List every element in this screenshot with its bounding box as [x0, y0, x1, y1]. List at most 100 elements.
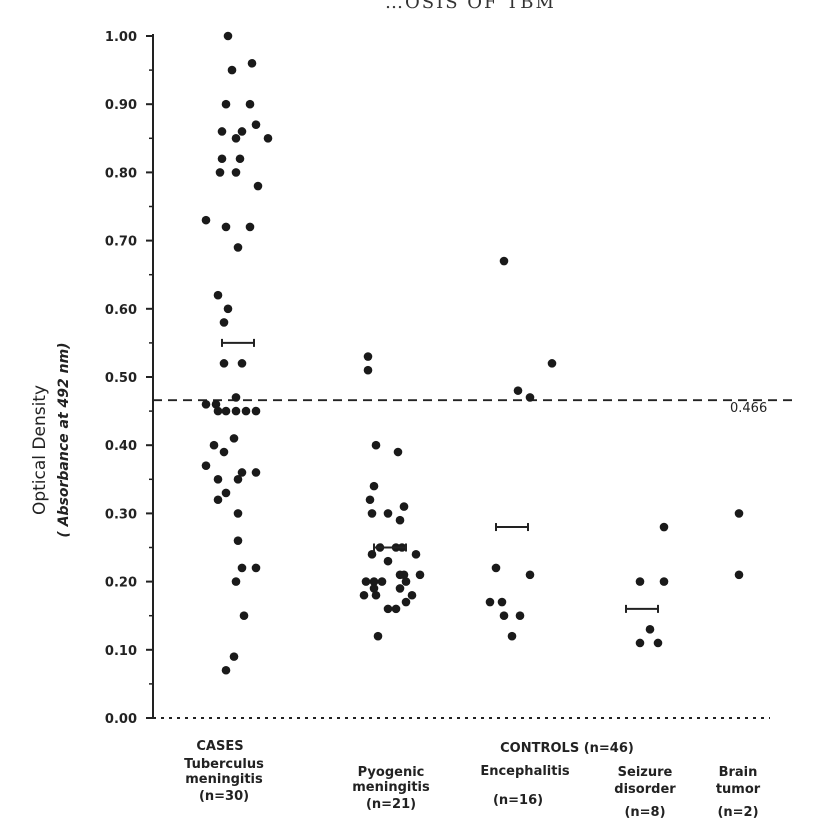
data-point	[525, 393, 535, 402]
y-axis-subtitle: ( Absorbance at 492 nm)	[56, 342, 72, 537]
data-point	[383, 509, 393, 518]
data-point	[485, 597, 495, 607]
data-point	[507, 631, 517, 641]
data-point	[391, 604, 401, 614]
y-tick-label: 0.20	[105, 576, 137, 591]
data-point	[371, 440, 381, 450]
y-tick-label: 0.40	[105, 439, 137, 454]
data-point	[373, 631, 383, 641]
data-point	[659, 522, 669, 532]
data-point	[369, 481, 379, 491]
group-4-name-line2: tumor	[716, 782, 761, 797]
data-point	[223, 31, 233, 41]
data-point	[361, 577, 371, 586]
group-1-name-line2: meningitis	[352, 780, 430, 795]
y-axis-ticks: 0.00 0.10 0.20 0.30 0.40 0.50 0.60 0.70 0.80 0.90…	[105, 30, 153, 727]
group-2-name: Encephalitis	[480, 764, 570, 779]
data-point	[497, 597, 507, 607]
controls-header: CONTROLS (n=46)	[500, 741, 634, 756]
data-point	[237, 468, 247, 477]
data-point	[233, 243, 243, 252]
data-point	[223, 304, 233, 314]
data-point	[251, 468, 261, 477]
data-point	[253, 181, 263, 191]
data-point	[219, 359, 229, 368]
data-point	[231, 393, 241, 402]
group-0-name-line2: meningitis	[185, 772, 263, 787]
data-point	[635, 577, 645, 586]
data-point	[395, 515, 405, 525]
data-point	[399, 570, 409, 580]
data-point	[359, 590, 369, 600]
group-1-name-line1: Pyogenic	[358, 765, 425, 780]
data-point	[369, 577, 379, 586]
data-point	[217, 154, 227, 164]
data-point	[245, 222, 255, 232]
group-3-n: (n=8)	[624, 805, 665, 820]
y-tick-label: 0.10	[105, 644, 137, 659]
data-point	[367, 550, 377, 559]
data-point	[213, 475, 223, 484]
data-point	[241, 406, 251, 416]
data-point	[499, 611, 509, 620]
data-point	[547, 359, 557, 368]
y-tick-label: 0.60	[105, 303, 137, 318]
data-point	[393, 447, 403, 457]
data-point	[227, 65, 237, 75]
y-tick-label: 0.50	[105, 371, 137, 386]
data-point	[239, 611, 249, 620]
data-point	[221, 665, 231, 675]
group-4-name-line1: Brain	[719, 765, 758, 780]
data-point	[233, 536, 243, 545]
group-3-name-line1: Seizure	[618, 765, 673, 780]
y-tick-label: 0.00	[105, 712, 137, 727]
data-point	[263, 134, 273, 143]
data-point	[217, 127, 227, 136]
data-point	[219, 447, 229, 457]
data-point	[229, 434, 239, 443]
group-4-n: (n=2)	[717, 805, 758, 820]
y-tick-label: 0.30	[105, 507, 137, 522]
data-point	[251, 120, 261, 129]
data-point	[231, 134, 241, 143]
page-header-fragment: …OSIS OF TBM	[385, 0, 556, 13]
data-point	[365, 495, 375, 505]
data-point	[247, 58, 257, 68]
data-point	[653, 638, 663, 648]
data-point	[383, 556, 393, 566]
y-axis-title: Optical Density	[30, 385, 50, 515]
data-point	[363, 365, 373, 375]
data-point	[215, 168, 225, 177]
data-point	[367, 509, 377, 518]
data-point	[491, 563, 501, 573]
data-point	[201, 215, 211, 225]
data-point	[213, 495, 223, 505]
group-3-name-line2: disorder	[614, 782, 676, 797]
data-point	[513, 386, 523, 395]
data-point	[229, 652, 239, 661]
group-means	[221, 338, 659, 613]
data-point	[659, 577, 669, 586]
data-point	[401, 577, 411, 586]
data-point	[213, 406, 223, 416]
group-1-n: (n=21)	[366, 797, 416, 812]
data-point	[237, 359, 247, 368]
cases-header: CASES	[196, 739, 243, 754]
y-tick-label: 0.90	[105, 98, 137, 113]
y-tick-label: 1.00	[105, 30, 137, 45]
data-point	[209, 440, 219, 450]
data-point	[635, 638, 645, 648]
data-point	[233, 475, 243, 484]
data-point	[251, 406, 261, 416]
data-point	[401, 597, 411, 607]
data-point	[233, 509, 243, 518]
data-point	[525, 570, 535, 580]
data-points	[201, 31, 744, 675]
data-point	[377, 577, 387, 586]
data-point	[221, 406, 231, 416]
data-point	[371, 590, 381, 600]
data-point	[237, 563, 247, 573]
group-0-name-line1: Tuberculus	[184, 757, 264, 772]
data-point	[369, 584, 379, 593]
data-point	[383, 604, 393, 614]
